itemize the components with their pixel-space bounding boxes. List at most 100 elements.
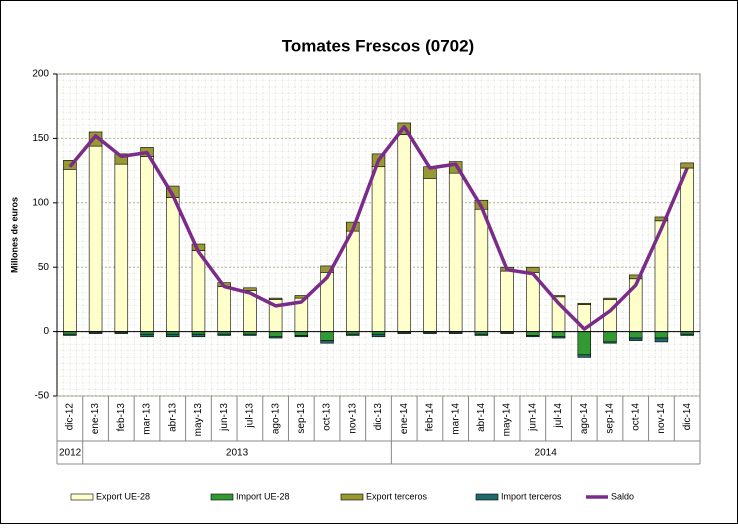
legend-label: Import UE-28: [236, 491, 290, 501]
x-tick-label: dic-14: [682, 403, 693, 431]
bar: [423, 332, 437, 334]
bar: [268, 336, 283, 339]
x-tick-label: jul-14: [553, 403, 564, 429]
y-axis-label: Millones de euros: [9, 197, 19, 273]
bar: [526, 335, 540, 338]
bar: [268, 297, 283, 300]
bar: [423, 178, 437, 332]
legend-swatch: [210, 493, 234, 501]
bar: [680, 167, 694, 332]
bar: [654, 337, 669, 343]
y-tick-label: 50: [38, 262, 50, 273]
bar: [140, 156, 154, 332]
bar: [448, 332, 463, 334]
bar: [603, 331, 617, 343]
bar: [268, 331, 283, 338]
x-tick-label: oct-14: [630, 403, 641, 431]
bar: [397, 134, 411, 332]
x-tick-label: oct-13: [322, 403, 333, 431]
bar: [88, 332, 103, 334]
bar: [191, 333, 206, 338]
bar: [63, 333, 77, 336]
bar: [371, 333, 386, 338]
bar: [346, 230, 360, 332]
bar: [680, 333, 694, 336]
bar: [628, 274, 643, 280]
bar: [191, 250, 206, 332]
x-tick-label: abr-13: [167, 403, 178, 432]
bar: [577, 302, 591, 305]
bar: [628, 337, 643, 341]
x-tick-label: jul-13: [245, 403, 256, 429]
x-tick-label: dic-12: [65, 403, 76, 431]
bar: [346, 333, 360, 336]
bar: [217, 333, 231, 336]
bar: [448, 172, 463, 332]
bar: [88, 145, 103, 332]
bar: [654, 331, 669, 339]
bar: [551, 331, 566, 338]
bar: [654, 216, 669, 222]
bar: [243, 333, 257, 336]
bar: [320, 331, 334, 341]
year-label: 2013: [226, 448, 249, 459]
bar: [320, 340, 334, 344]
bar: [603, 297, 617, 300]
bar: [397, 332, 411, 334]
y-tick-label: 150: [32, 133, 49, 144]
y-tick-label: 100: [32, 197, 49, 208]
legend-label: Import terceros: [501, 491, 562, 501]
x-tick-label: ene-14: [399, 403, 410, 435]
y-tick-label: 200: [32, 69, 49, 80]
x-tick-label: abr-14: [476, 403, 487, 432]
x-tick-label: may-14: [502, 403, 513, 437]
bar: [166, 333, 180, 338]
x-tick-label: jun-14: [527, 403, 538, 432]
x-tick-label: mar-13: [142, 403, 153, 435]
chart-title: Tomates Frescos (0702): [282, 36, 474, 55]
bar: [474, 333, 489, 336]
x-tick-label: may-13: [193, 403, 204, 437]
bar: [603, 341, 617, 344]
x-tick-label: nov-14: [656, 403, 667, 434]
x-tick-label: feb-14: [425, 403, 436, 432]
bar: [500, 270, 514, 332]
legend-label: Export UE-28: [96, 491, 150, 501]
year-label: 2014: [535, 448, 558, 459]
bar: [680, 162, 694, 169]
x-tick-label: jun-13: [219, 403, 230, 432]
year-label: 2012: [59, 448, 82, 459]
x-tick-label: ago-13: [270, 403, 281, 435]
bar: [577, 354, 591, 358]
legend-swatch: [70, 493, 94, 501]
bar: [243, 287, 257, 291]
y-tick-label: 0: [43, 326, 49, 337]
bar: [166, 197, 180, 332]
bar: [217, 286, 231, 332]
x-tick-label: mar-14: [450, 403, 461, 435]
bar: [114, 163, 129, 332]
legend-swatch: [475, 493, 499, 501]
bar: [551, 336, 566, 339]
x-tick-label: sep-14: [605, 403, 616, 434]
x-tick-label: ago-14: [579, 403, 590, 435]
x-tick-label: sep-13: [296, 403, 307, 434]
legend-label: Saldo: [611, 491, 634, 501]
bar: [114, 153, 129, 165]
bar: [500, 332, 514, 334]
bar: [577, 331, 591, 356]
y-tick-label: -50: [35, 391, 50, 402]
x-tick-label: feb-13: [116, 403, 127, 432]
x-tick-label: dic-13: [373, 403, 384, 431]
bar: [628, 331, 643, 339]
bar: [526, 331, 540, 336]
bar: [114, 332, 129, 334]
bar: [371, 166, 386, 332]
x-tick-label: ene-13: [90, 403, 101, 435]
bar: [474, 208, 489, 332]
legend-swatch: [340, 493, 364, 501]
bar: [63, 169, 77, 332]
line: [68, 125, 689, 331]
legend-label: Export terceros: [366, 491, 428, 501]
